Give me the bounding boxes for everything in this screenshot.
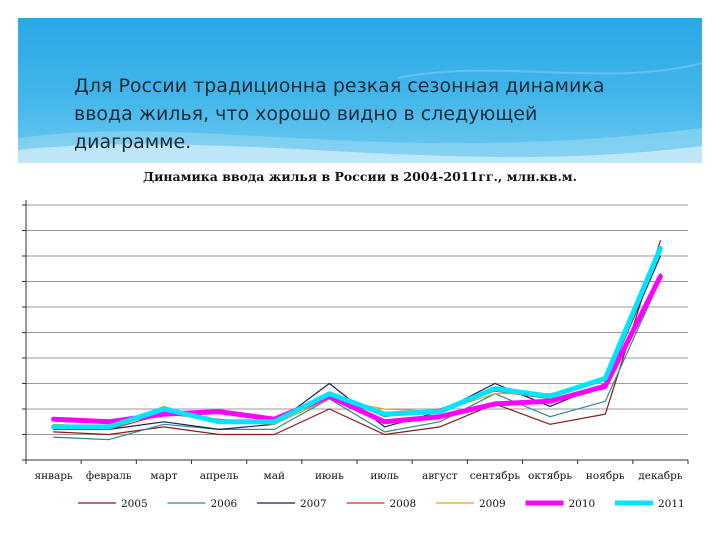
x-tick-label: апрель [200, 470, 239, 482]
legend-label: 2007 [300, 498, 327, 510]
series-line-2006 [52, 278, 662, 441]
x-tick-label: июнь [315, 470, 344, 482]
x-tick-label: декабрь [638, 470, 683, 482]
legend-label: 2009 [479, 498, 506, 510]
line-chart: январь февраль март апрель май июнь июль август… [22, 200, 689, 510]
chart-area: январь февраль март апрель май июнь июль август… [0, 163, 720, 540]
x-tick-label: январь [34, 470, 73, 482]
x-tick-label: октябрь [528, 470, 572, 482]
x-tick-label: июль [370, 470, 399, 482]
slide-banner [18, 18, 702, 163]
legend-label: 2006 [211, 498, 238, 510]
series-line-2010 [51, 273, 663, 425]
slide-body-text: Для России традиционна резкая сезонная д… [74, 75, 605, 153]
chart-title: Динамика ввода жилья в России в 2004-201… [142, 169, 578, 184]
banner-decoration [18, 62, 702, 163]
x-tick-label: сентябрь [470, 470, 521, 482]
x-tick-label: май [264, 470, 285, 482]
x-tick-label: март [150, 470, 177, 482]
series-line-2011 [51, 245, 663, 430]
x-tick-label: февраль [86, 470, 132, 482]
legend-label: 2011 [658, 498, 685, 510]
x-tick-label: август [422, 470, 458, 482]
legend-label: 2008 [390, 498, 417, 510]
series-line-2005 [52, 240, 662, 436]
legend-label: 2005 [121, 498, 148, 510]
x-tick-label: ноябрь [586, 470, 625, 482]
legend-label: 2010 [569, 498, 596, 510]
series-line-2009 [52, 250, 662, 428]
